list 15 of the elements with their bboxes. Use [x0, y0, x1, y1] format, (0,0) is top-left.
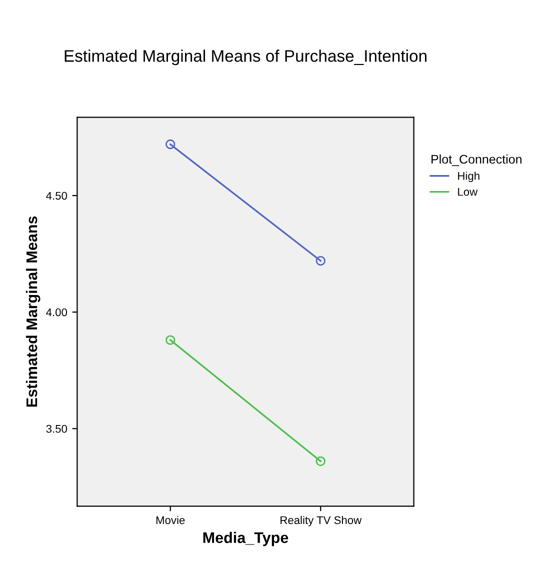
x-tick-label: Movie	[156, 516, 185, 524]
point	[316, 456, 326, 466]
y-tick-label: 3.50	[46, 424, 68, 433]
y-tick-label: 4.50	[46, 192, 68, 200]
x-axis-title: Media_Type	[203, 532, 288, 546]
legend-title: Plot_Connection	[432, 154, 522, 166]
point	[165, 335, 176, 345]
y-tick-label: 4.00	[46, 308, 68, 316]
point	[316, 256, 326, 266]
chart-title: Estimated Marginal Means of Purchase_Intention	[64, 50, 426, 66]
x-tick-label: Reality TV Show	[280, 516, 362, 526]
y-axis-title: Estimated Marginal Means	[26, 216, 40, 407]
point	[165, 139, 176, 150]
legend-label: Low	[458, 188, 478, 196]
legend-label: High	[458, 172, 480, 182]
